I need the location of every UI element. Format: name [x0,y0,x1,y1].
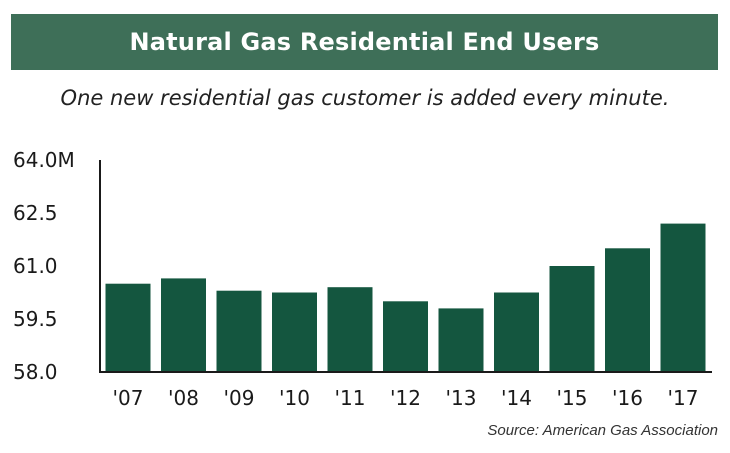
bar-2 [216,290,262,372]
axes-layer [99,160,712,373]
x-tick-label-4: '11 [335,386,366,410]
x-tick-label-0: '07 [113,386,144,410]
bar-10 [660,223,706,372]
x-tick-label-8: '15 [557,386,588,410]
source-note: Source: American Gas Association [487,422,718,439]
x-tick-label-9: '16 [612,386,643,410]
x-tick-label-6: '13 [446,386,477,410]
y-tick-label-2: 61.0 [13,254,58,278]
bar-3 [272,292,317,372]
ticks-layer: '07 '08 '09 '10 '11 '12 '13 '14 '15 '16 '17 58.0 59.… [13,148,698,410]
bar-9 [605,248,650,372]
x-tick-label-1: '08 [168,386,199,410]
bar-0 [105,283,151,372]
y-tick-label-0: 58.0 [13,360,58,384]
chart-title: Natural Gas Residential End Users [129,28,600,56]
bar-4 [327,287,373,372]
x-tick-label-3: '10 [279,386,310,410]
x-tick-label-7: '14 [501,386,532,410]
x-tick-label-2: '09 [224,386,255,410]
bar-6 [438,308,484,372]
bar-7 [494,292,539,372]
x-tick-label-10: '17 [668,386,699,410]
bar-5 [383,301,428,372]
bar-1 [161,278,206,372]
y-tick-label-3: 62.5 [13,201,58,225]
title-banner: Natural Gas Residential End Users [11,14,718,70]
chart-subtitle: One new residential gas customer is adde… [60,86,670,110]
y-tick-label-4: 64.0M [13,148,75,172]
bar-8 [549,266,595,372]
bars-layer [105,223,706,372]
y-tick-label-1: 59.5 [13,307,58,331]
x-tick-label-5: '12 [390,386,421,410]
